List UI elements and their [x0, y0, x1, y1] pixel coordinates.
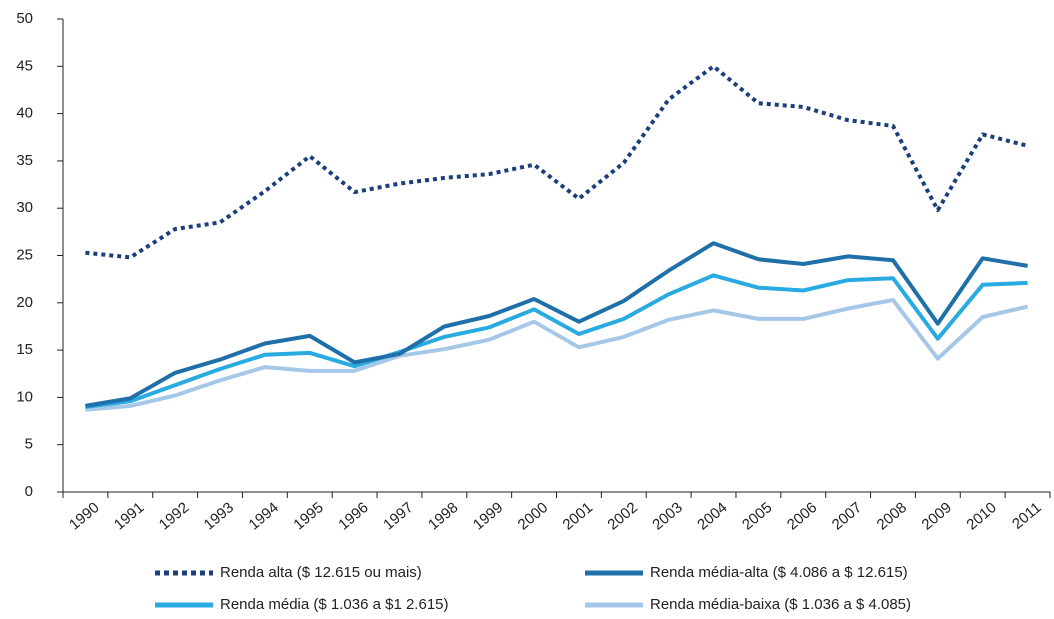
- y-tick-label: 30: [16, 199, 33, 216]
- x-tick-label: 1990: [66, 499, 102, 533]
- y-tick-label: 45: [16, 57, 33, 74]
- x-tick-label: 1994: [246, 499, 282, 533]
- legend-label: Renda média-alta ($ 4.086 a $ 12.615): [650, 564, 908, 581]
- legend-label: Renda média-baixa ($ 1.036 a $ 4.085): [650, 596, 911, 613]
- legend-label: Renda média ($ 1.036 a $1 2.615): [220, 596, 449, 613]
- y-tick-label: 15: [16, 341, 33, 358]
- series-line: [85, 64, 1029, 260]
- x-tick-label: 2004: [694, 499, 730, 533]
- series-line: [85, 298, 1029, 412]
- series-line: [85, 241, 1028, 408]
- x-tick-label: 2002: [604, 499, 640, 533]
- x-tick-label: 1991: [111, 499, 147, 533]
- x-tick-label: 2003: [649, 499, 685, 533]
- x-tick-label: 1998: [425, 499, 461, 533]
- legend-label: Renda alta ($ 12.615 ou mais): [220, 564, 422, 581]
- x-tick-label: 1996: [335, 499, 371, 533]
- y-tick-label: 40: [16, 105, 33, 122]
- y-tick-label: 10: [16, 388, 33, 405]
- y-tick-label: 0: [25, 483, 33, 500]
- y-tick-label: 50: [16, 10, 33, 27]
- x-tick-label: 1997: [380, 499, 416, 533]
- x-tick-label: 1999: [470, 499, 506, 533]
- x-tick-label: 2009: [918, 499, 954, 533]
- x-tick-label: 2001: [560, 499, 596, 533]
- x-tick-label: 2007: [829, 499, 865, 533]
- x-tick-label: 1992: [156, 499, 192, 533]
- x-tick-label: 2000: [515, 499, 551, 533]
- x-tick-label: 2010: [963, 499, 999, 533]
- x-tick-label: 2005: [739, 499, 775, 533]
- y-tick-label: 5: [25, 436, 33, 453]
- x-tick-label: 2011: [1009, 499, 1045, 533]
- x-tick-label: 1995: [290, 499, 326, 533]
- series-line: [85, 273, 1028, 409]
- y-tick-label: 35: [16, 152, 33, 169]
- x-tick-label: 2006: [784, 499, 820, 533]
- y-tick-label: 25: [16, 246, 33, 263]
- y-tick-label: 20: [16, 294, 33, 311]
- x-tick-label: 2008: [874, 499, 910, 533]
- x-tick-label: 1993: [201, 499, 237, 533]
